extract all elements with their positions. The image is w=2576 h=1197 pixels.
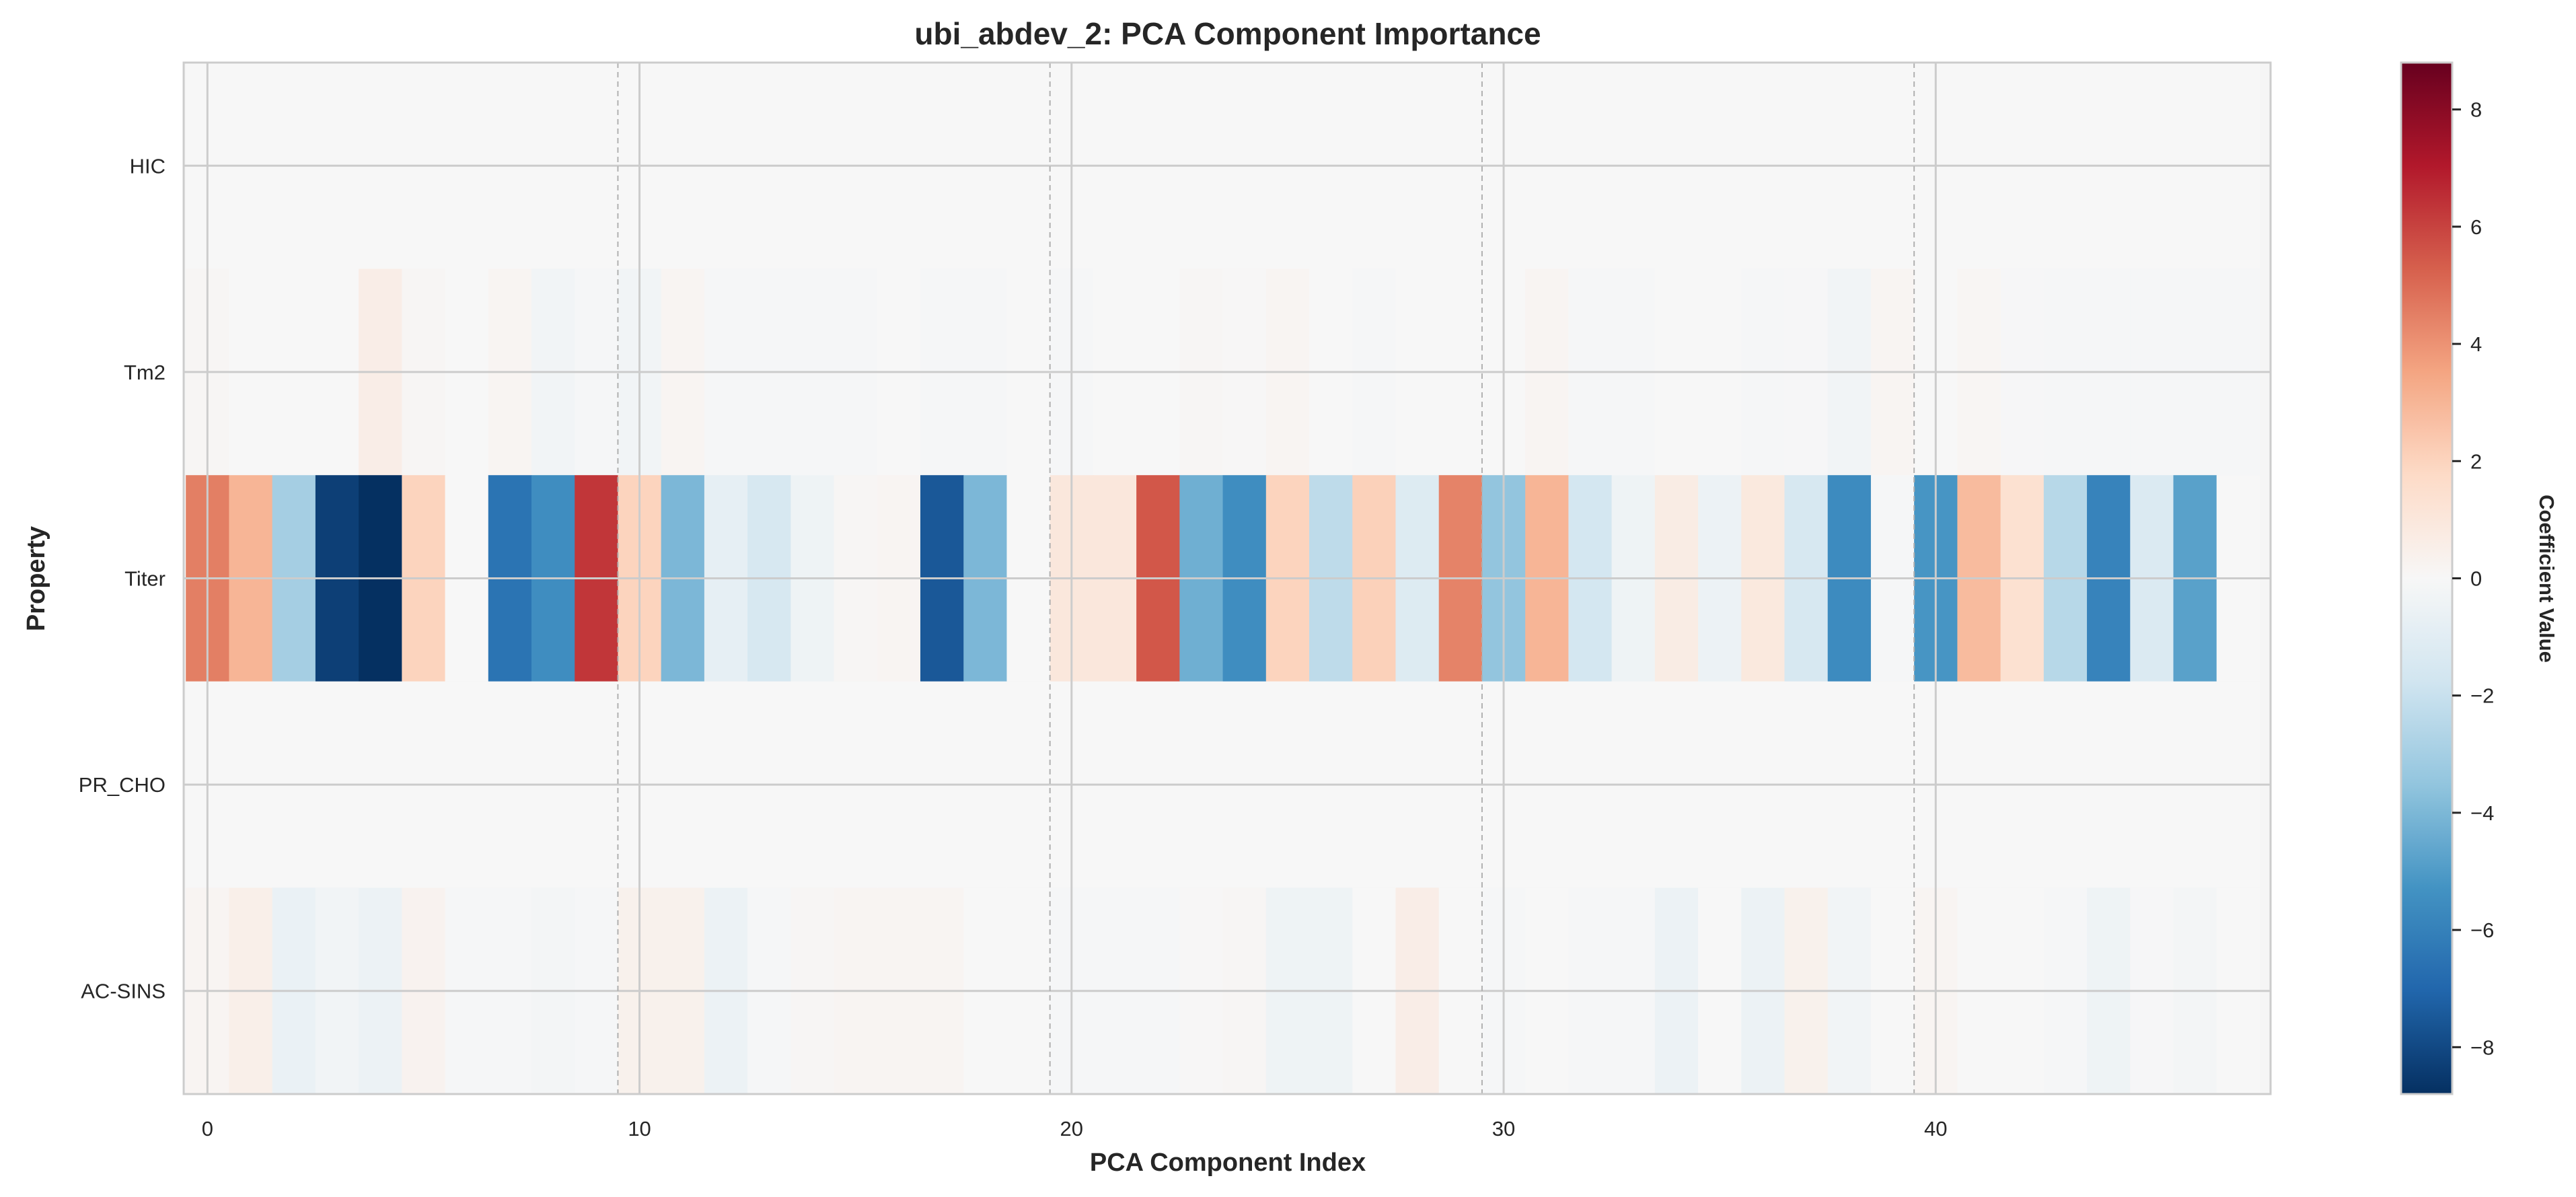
y-axis-label: Property [22,526,50,631]
colorbar-label: Coefficient Value [2535,495,2559,663]
colorbar-ticks: 8 6 4 2 0 −2 −4 −6 −8 [2452,98,2494,1059]
colorbar-tick-label: −8 [2470,1036,2494,1059]
colorbar-tick-label: −4 [2470,801,2494,825]
colorbar-tick-label: 0 [2470,567,2482,591]
colorbar-tick-label: 2 [2470,449,2482,473]
chart-title: ubi_abdev_2: PCA Component Importance [914,16,1541,51]
y-tick-labels: HIC Tm2 Titer PR_CHO AC-SINS [79,154,165,1003]
x-axis-label: PCA Component Index [1090,1149,1366,1177]
colorbar-tick-label: −2 [2470,684,2494,708]
x-tick-label: 10 [628,1117,651,1140]
colorbar-tick-label: −6 [2470,918,2494,942]
y-tick-label: Titer [124,567,165,591]
plot-frame [182,61,2272,1095]
y-tick-label: Tm2 [124,361,165,384]
x-tick-label: 40 [1924,1117,1947,1140]
grid-lines [184,63,2271,1094]
colorbar-tick-label: 4 [2470,332,2482,356]
colorbar [2400,61,2454,1095]
x-tick-label: 30 [1492,1117,1515,1140]
x-tick-labels: 0 10 20 30 40 [202,1117,1948,1140]
x-tick-label: 0 [202,1117,213,1140]
colorbar-tick-label: 8 [2470,98,2482,122]
x-tick-label: 20 [1060,1117,1083,1140]
y-tick-label: HIC [130,154,165,178]
colorbar-tick-label: 6 [2470,215,2482,239]
y-tick-label: PR_CHO [79,773,165,797]
y-tick-label: AC-SINS [81,980,165,1003]
